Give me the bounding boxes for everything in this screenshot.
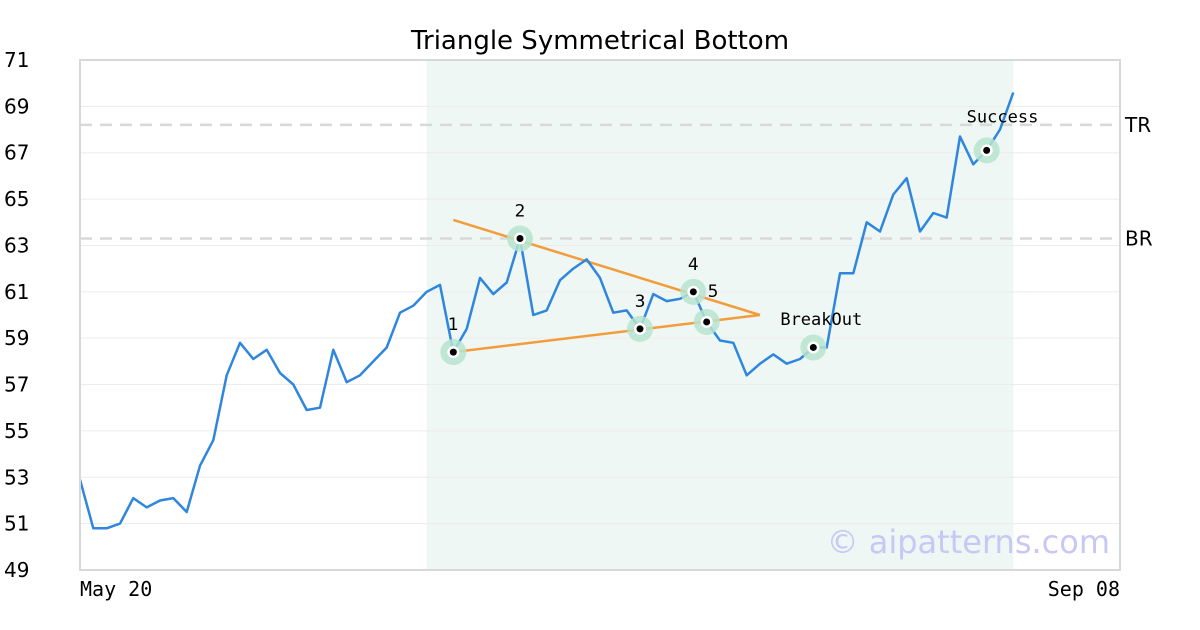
- price-line: [78, 92, 1015, 530]
- level-label-tr: TR: [1124, 113, 1151, 137]
- y-tick-label: 51: [4, 512, 29, 536]
- y-tick-label: 49: [4, 558, 29, 582]
- pivot-dot: [689, 288, 697, 296]
- y-tick-label: 59: [4, 326, 29, 350]
- pattern-highlight-band: [426, 60, 1014, 570]
- trend-line: [452, 218, 761, 317]
- pivot-dot: [703, 318, 711, 326]
- annotation-layer: 1 2 3 45 BreakOut Success: [448, 108, 1038, 336]
- x-tick-label: Sep 08: [1048, 577, 1120, 601]
- pivot-label: 5: [708, 282, 719, 302]
- y-tick-label: 69: [4, 94, 29, 118]
- pivot-label: 1: [448, 315, 459, 335]
- pivot-dot: [449, 348, 457, 356]
- chart-title: Triangle Symmetrical Bottom: [410, 26, 789, 56]
- y-tick-label: 57: [4, 373, 29, 397]
- pivots-layer: [440, 137, 1000, 366]
- y-tick-label: 61: [4, 280, 29, 304]
- x-tick-label: May 20: [80, 577, 152, 601]
- pivot-label: 3: [635, 292, 646, 312]
- pivot-dot: [516, 235, 524, 242]
- highlight-band-layer: [426, 60, 1014, 570]
- pivot-dot: [809, 343, 817, 351]
- pivot-dot: [636, 325, 644, 333]
- y-tick-label: 53: [4, 465, 29, 489]
- y-tick-label: 67: [4, 141, 29, 165]
- y-tick-label: 71: [4, 48, 29, 72]
- plot-frame: [79, 59, 1121, 571]
- grid-layer: [80, 59, 1120, 571]
- annotation-breakout: BreakOut: [780, 310, 862, 330]
- y-tick-label: 65: [4, 187, 29, 211]
- pivot-dot: [983, 146, 991, 154]
- y-tick-label: 55: [4, 419, 29, 443]
- watermark: © aipatterns.com: [827, 523, 1110, 561]
- pivot-label: 4: [688, 255, 699, 275]
- y-tick-label: 63: [4, 233, 29, 257]
- levels-layer: TR BR: [80, 113, 1153, 251]
- level-label-br: BR: [1125, 227, 1153, 251]
- annotation-success: Success: [967, 108, 1039, 128]
- series-layer: [78, 92, 1015, 530]
- pivot-label: 2: [515, 202, 526, 222]
